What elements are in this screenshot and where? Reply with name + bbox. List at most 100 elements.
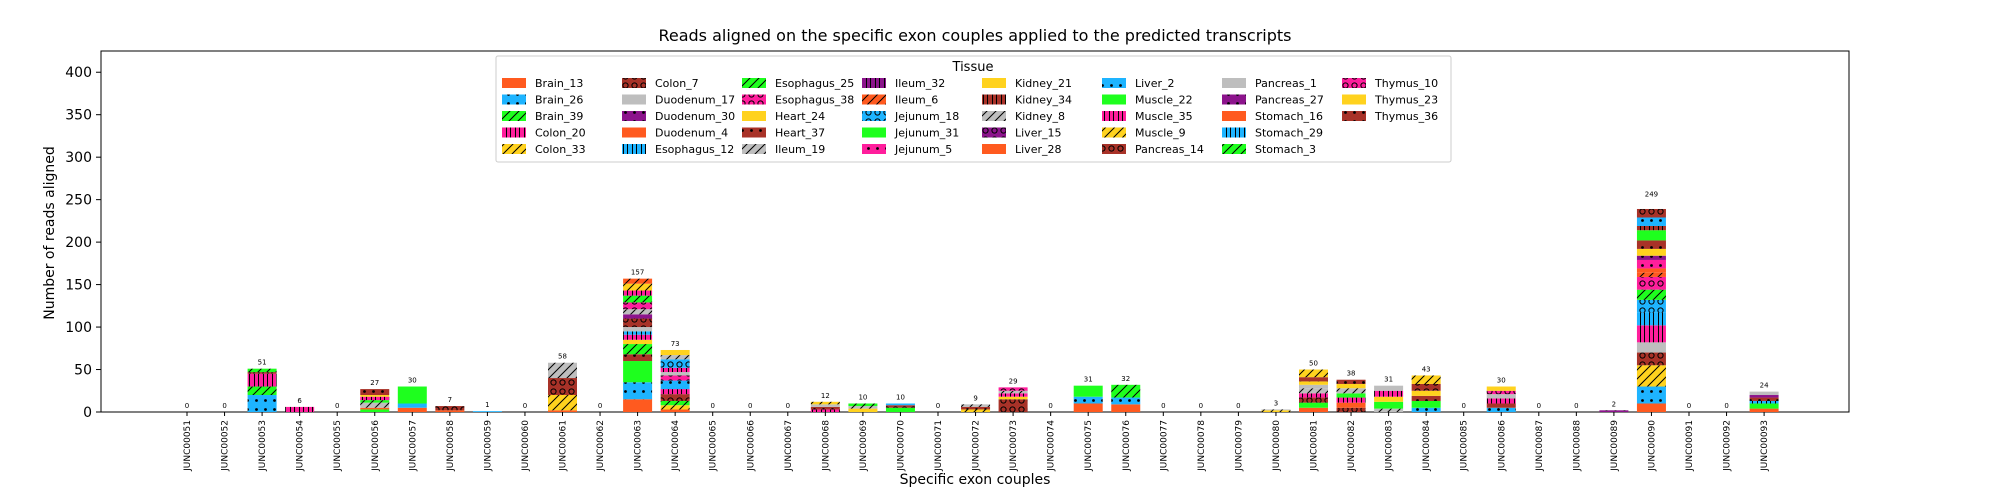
bar-segment [885, 405, 915, 408]
bar-segment [885, 403, 915, 406]
bar-segment [247, 372, 277, 374]
bar-segment [660, 355, 690, 360]
legend-swatch [502, 127, 526, 138]
x-tick-label: JUNC00057 [408, 420, 418, 472]
bar-segment [360, 389, 390, 396]
legend-swatch [502, 94, 526, 105]
bar-total-label: 29 [1009, 377, 1018, 385]
bar-segment [623, 361, 653, 383]
bar-segment [1636, 225, 1666, 231]
legend-label: Liver_15 [1015, 127, 1061, 140]
bar-segment [1299, 388, 1328, 394]
bar-segment [360, 409, 390, 412]
bar-total-label: 10 [896, 394, 905, 402]
legend-label: Heart_24 [775, 110, 825, 123]
legend-label: Muscle_9 [1135, 127, 1186, 140]
bar-segment [1374, 408, 1404, 412]
bar-segment [810, 409, 840, 412]
bar-segment [1073, 396, 1103, 404]
legend-label: Brain_26 [535, 94, 583, 107]
legend-swatch [742, 78, 766, 88]
bar-segment [660, 409, 690, 412]
legend-label: Pancreas_27 [1255, 94, 1324, 107]
bar-segment [623, 278, 653, 284]
bar-segment [1486, 403, 1516, 408]
x-axis-label: Specific exon couples [900, 472, 1051, 488]
legend-swatch [742, 144, 766, 154]
bar-segment [1336, 407, 1366, 412]
bar-segment [1374, 396, 1404, 402]
y-tick-label: 250 [65, 193, 92, 209]
bar-segment [848, 408, 878, 412]
legend-swatch [1102, 78, 1126, 88]
legend-swatch [982, 94, 1006, 105]
legend-swatch [1222, 78, 1246, 88]
bar-segment [623, 295, 653, 303]
bar-segment [660, 400, 690, 406]
bar-segment [1749, 395, 1779, 398]
x-tick-label: JUNC00052 [221, 420, 231, 472]
x-tick-label: JUNC00089 [1610, 420, 1620, 472]
legend-swatch [502, 78, 526, 88]
legend-label: Muscle_35 [1135, 110, 1193, 123]
x-tick-label: JUNC00073 [1009, 420, 1019, 472]
bar-segment [998, 399, 1028, 412]
legend-label: Esophagus_38 [775, 94, 854, 107]
bar-segment [1374, 401, 1404, 409]
bar-segment [1636, 276, 1666, 290]
legend-swatch [982, 111, 1006, 121]
legend-label: Thymus_36 [1374, 110, 1438, 123]
bar-total-label: 32 [1121, 375, 1130, 383]
bar-segment [1636, 312, 1666, 326]
bar-segment [623, 302, 653, 310]
bar-segment [961, 409, 991, 412]
bar-total-label: 0 [523, 402, 527, 410]
legend-label: Jejunum_31 [894, 127, 959, 140]
bar-total-label: 7 [448, 396, 452, 404]
bar-segment [1111, 404, 1141, 412]
bar-segment [623, 331, 653, 335]
bar-segment [435, 410, 465, 412]
legend-swatch [862, 144, 886, 154]
bar-segment [1411, 395, 1441, 401]
legend-label: Colon_7 [655, 77, 699, 90]
legend-label: Colon_33 [535, 143, 586, 156]
bar-segment [660, 380, 690, 390]
bar-segment [885, 407, 915, 412]
bar-segment [1299, 393, 1328, 398]
bar-segment [397, 403, 427, 408]
bar-segment [1636, 248, 1666, 256]
bar-segment [1636, 365, 1666, 387]
bar-total-label: 0 [1236, 402, 1240, 410]
legend-swatch [622, 94, 646, 105]
x-tick-label: JUNC00066 [746, 420, 756, 472]
bar-segment [548, 362, 577, 379]
bar-segment [998, 393, 1028, 397]
bar-segment [1411, 375, 1441, 384]
x-tick-label: JUNC00085 [1460, 420, 1470, 472]
legend-swatch [622, 111, 646, 121]
x-tick-label: JUNC00079 [1234, 420, 1244, 472]
legend-swatch [1102, 144, 1126, 154]
bar-total-label: 50 [1309, 360, 1318, 368]
x-tick-label: JUNC00062 [596, 420, 606, 472]
bar-total-label: 0 [1687, 402, 1691, 410]
bar-segment [1073, 403, 1103, 412]
legend-label: Duodenum_4 [655, 127, 728, 140]
bar-segment [810, 404, 840, 407]
x-tick-label: JUNC00092 [1723, 420, 1733, 472]
legend-swatch [1222, 144, 1246, 154]
bar-total-label: 12 [821, 392, 830, 400]
bar-total-label: 0 [1199, 402, 1203, 410]
y-axis-label: Number of reads aligned [42, 146, 58, 320]
legend-label: Stomach_16 [1255, 110, 1323, 123]
legend-swatch [1222, 127, 1246, 138]
bar-segment [1411, 407, 1441, 412]
bar-segment [360, 402, 390, 408]
bar-segment [1261, 409, 1291, 411]
bar-segment [1636, 289, 1666, 300]
bar-segment [360, 395, 390, 397]
bar-total-label: 0 [1537, 402, 1541, 410]
legend-label: Heart_37 [775, 127, 825, 140]
legend-label: Brain_39 [535, 110, 583, 123]
